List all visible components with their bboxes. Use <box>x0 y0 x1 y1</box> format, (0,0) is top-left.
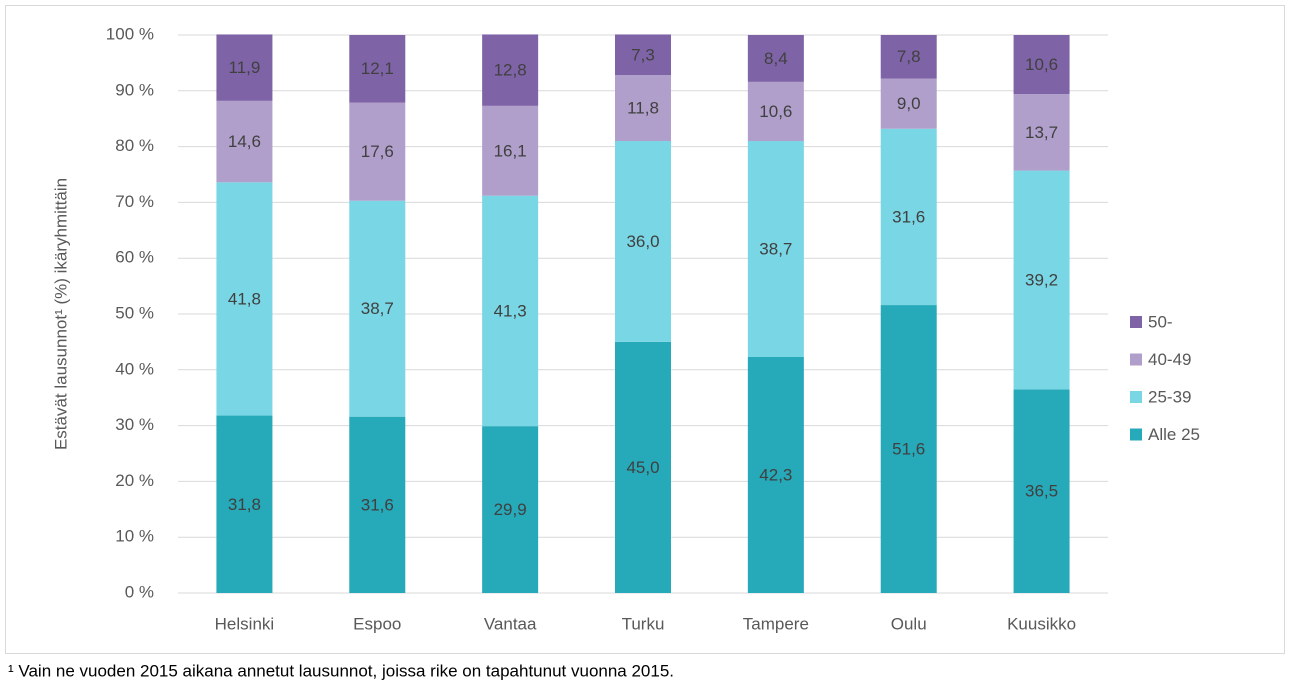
data-label: 10,6 <box>1025 55 1058 74</box>
y-tick-label: 80 % <box>115 136 154 155</box>
data-label: 14,6 <box>228 132 261 151</box>
data-label: 11,9 <box>229 58 261 77</box>
bar-segment <box>349 35 406 103</box>
bar-segment <box>216 34 273 101</box>
y-axis-label: Estävät lausunnot¹ (%) ikäryhmittäin <box>51 178 70 450</box>
data-label: 29,9 <box>494 500 527 519</box>
legend-swatch <box>1130 391 1142 403</box>
data-label: 12,8 <box>494 61 527 80</box>
data-label: 10,6 <box>759 102 792 121</box>
bar-segment <box>216 415 273 593</box>
bar-segment <box>747 356 804 593</box>
y-tick-label: 60 % <box>115 248 154 267</box>
legend-swatch <box>1130 428 1142 441</box>
bar-segment <box>349 102 406 201</box>
x-tick-label: Kuusikko <box>1007 614 1076 633</box>
bar-segment <box>615 141 671 342</box>
legend-swatch <box>1130 316 1142 328</box>
legend-label: Alle 25 <box>1148 425 1200 444</box>
data-label: 41,8 <box>228 289 261 308</box>
bar-segment <box>482 34 539 106</box>
data-label: 8,4 <box>764 49 788 68</box>
x-tick-label: Tampere <box>743 614 809 633</box>
y-tick-label: 20 % <box>115 471 154 490</box>
x-tick-label: Helsinki <box>215 614 275 633</box>
bar-segment <box>349 416 406 593</box>
data-label: 13,7 <box>1025 123 1058 142</box>
data-label: 31,6 <box>892 207 925 226</box>
bar-segment <box>615 34 671 76</box>
bar-segment <box>880 128 937 306</box>
data-label: 11,8 <box>627 99 659 118</box>
legend-label: 50- <box>1148 312 1173 331</box>
bar-segment <box>615 341 671 593</box>
y-tick-label: 0 % <box>125 582 154 601</box>
y-tick-label: 10 % <box>115 527 154 546</box>
data-label: 12,1 <box>361 59 394 78</box>
data-label: 42,3 <box>759 465 792 484</box>
legend-swatch <box>1130 353 1142 366</box>
data-label: 36,5 <box>1025 482 1058 501</box>
y-tick-label: 50 % <box>115 303 154 322</box>
data-label: 7,3 <box>631 45 655 64</box>
bar-segment <box>880 305 937 593</box>
bar-segment <box>747 141 804 357</box>
bar-segment <box>482 105 539 196</box>
bar-segment <box>615 75 671 142</box>
bar-segment <box>880 35 937 79</box>
data-label: 41,3 <box>494 301 527 320</box>
x-tick-label: Vantaa <box>484 614 537 633</box>
bar-segment <box>1013 35 1070 95</box>
x-tick-label: Espoo <box>353 614 401 633</box>
y-tick-label: 30 % <box>115 415 154 434</box>
y-tick-label: 100 % <box>106 24 154 43</box>
data-label: 31,6 <box>361 495 394 514</box>
data-label: 51,6 <box>892 440 925 459</box>
x-tick-label: Oulu <box>891 614 927 633</box>
bar-segment <box>880 78 937 129</box>
bar-segment <box>216 182 273 416</box>
bar-segment <box>216 100 273 183</box>
bar-segment <box>349 200 406 417</box>
legend-label: 25-39 <box>1148 387 1191 406</box>
x-tick-label: Turku <box>622 614 665 633</box>
data-label: 36,0 <box>626 232 659 251</box>
bar-segment <box>482 195 539 427</box>
data-label: 31,8 <box>228 495 261 514</box>
data-label: 7,8 <box>897 47 921 66</box>
footnote: ¹ Vain ne vuoden 2015 aikana annetut lau… <box>8 661 674 680</box>
data-label: 16,1 <box>494 141 527 160</box>
data-label: 39,2 <box>1025 270 1058 289</box>
bar-segment <box>747 81 804 142</box>
data-label: 38,7 <box>759 239 792 258</box>
data-label: 38,7 <box>361 299 394 318</box>
y-tick-label: 90 % <box>115 80 154 99</box>
bar-segment <box>1013 389 1070 593</box>
y-tick-label: 70 % <box>115 192 154 211</box>
bar-segment <box>482 426 539 593</box>
bar-segment <box>1013 94 1070 171</box>
y-tick-label: 40 % <box>115 359 154 378</box>
bar-segment <box>747 35 804 82</box>
bar-segment <box>1013 170 1070 390</box>
data-label: 17,6 <box>361 142 394 161</box>
legend-label: 40-49 <box>1148 350 1191 369</box>
data-label: 45,0 <box>626 458 659 477</box>
data-label: 9,0 <box>897 94 921 113</box>
